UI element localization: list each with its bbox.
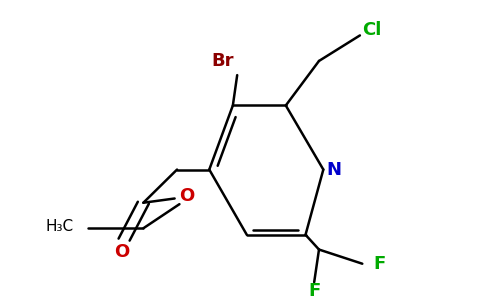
Text: O: O xyxy=(114,243,129,261)
Text: H₃C: H₃C xyxy=(45,219,73,234)
Text: Br: Br xyxy=(212,52,234,70)
Text: F: F xyxy=(308,282,320,300)
Text: O: O xyxy=(179,187,194,205)
Text: N: N xyxy=(326,160,341,178)
Text: Cl: Cl xyxy=(362,21,381,39)
Text: F: F xyxy=(373,255,385,273)
